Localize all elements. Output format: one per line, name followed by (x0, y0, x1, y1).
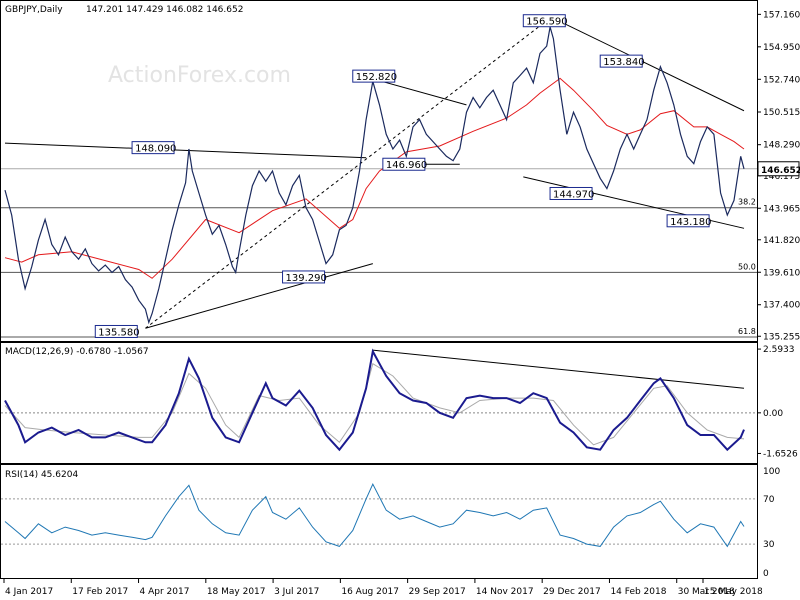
price-y-tick-label: 143.965 (763, 204, 800, 214)
trend-line (549, 16, 745, 112)
price-annotation-label: 156.590 (526, 17, 567, 28)
rsi-y-tick-label: 70 (763, 495, 775, 505)
macd-line (4, 348, 745, 452)
rsi-panel-frame (0, 464, 758, 579)
price-annotation-box (599, 54, 643, 68)
x-tick-label: 29 Dec 2017 (543, 587, 601, 597)
x-tick-label: 17 Feb 2017 (72, 587, 128, 597)
x-tick-label: 3 Jul 2017 (274, 587, 319, 597)
rsi-title: RSI(14) 45.6204 (5, 470, 78, 480)
price-y-tick-label: 135.255 (763, 332, 800, 342)
macd-y-tick-label: 0.00 (763, 409, 783, 419)
x-tick-label: 4 Apr 2017 (140, 587, 190, 597)
rsi-y-tick-label: 100 (763, 467, 780, 477)
macd-title: MACD(12,26,9) -0.6780 -1.0567 (5, 347, 149, 357)
x-tick-label: 29 Sep 2017 (409, 587, 466, 597)
fib-level-label: 61.8 (738, 327, 756, 336)
moving-average-line (4, 77, 745, 279)
price-y-tick-label: 154.950 (763, 43, 800, 53)
x-tick-label: 15 May 2018 (704, 587, 763, 597)
price-y-tick-label: 137.400 (763, 301, 800, 311)
x-axis: 4 Jan 2017 17 Feb 2017 4 Apr 2017 18 May 20… (3, 578, 763, 597)
price-annotation-box (382, 157, 426, 171)
rsi-layer: 100 70 30 0 (1, 467, 780, 579)
trend-line (145, 17, 551, 329)
price-annotation-label: 135.580 (98, 327, 139, 338)
trend-line (145, 263, 373, 329)
macd-signal-line (4, 362, 745, 446)
price-annotation-box (282, 270, 326, 284)
symbol-title: GBPJPY,Daily (5, 5, 63, 15)
price-annotation-box (131, 141, 175, 155)
last-price-tag (757, 161, 800, 177)
x-tick-label: 14 Feb 2018 (610, 587, 666, 597)
last-price-label: 146.652 (761, 166, 800, 176)
price-annotation-label: 148.090 (135, 144, 176, 155)
x-tick-label: 16 Aug 2017 (341, 587, 399, 597)
price-annotation-box (522, 14, 566, 28)
watermark-text: ActionForex.com (108, 63, 291, 88)
fib-level-label: 50.0 (738, 262, 756, 271)
macd-y-tick-label: 2.5933 (763, 345, 795, 355)
x-tick-label: 14 Nov 2017 (476, 587, 534, 597)
price-layer: 157.160 154.950 152.740 150.515 148.290 146.1… (1, 10, 800, 342)
macd-panel-frame (0, 342, 758, 464)
price-annotation-box (94, 324, 138, 338)
x-tick-label: 30 Mar 2018 (678, 587, 735, 597)
price-annotation-label: 153.840 (603, 57, 644, 68)
price-y-tick-label: 148.290 (763, 141, 800, 151)
x-tick-label: 18 May 2017 (207, 587, 266, 597)
price-annotation-box (666, 214, 710, 228)
trend-line (4, 142, 367, 159)
price-line (4, 26, 745, 325)
price-y-tick-label: 150.515 (763, 108, 800, 118)
price-annotation-label: 152.820 (356, 72, 397, 83)
rsi-line (4, 483, 745, 548)
price-y-tick-label: 146.175 (763, 172, 800, 182)
rsi-y-tick-label: 30 (763, 540, 775, 550)
fib-level-label: 38.2 (738, 198, 756, 207)
price-y-tick-label: 139.610 (763, 268, 800, 278)
price-y-tick-label: 152.740 (763, 75, 800, 85)
price-y-tick-label: 157.160 (763, 10, 800, 20)
macd-y-tick-label: -1.6526 (763, 449, 798, 459)
macd-layer: 2.5933 0.00 -1.6526 (1, 345, 798, 459)
price-y-tick-label: 141.820 (763, 236, 800, 246)
macd-trend-line (372, 349, 745, 389)
rsi-y-tick-label: 0 (763, 569, 769, 579)
price-annotation-label: 139.290 (286, 273, 327, 284)
price-annotation-label: 146.960 (386, 160, 427, 171)
x-tick-label: 4 Jan 2017 (5, 587, 53, 597)
price-annotation-box (549, 186, 593, 200)
price-annotation-label: 144.970 (553, 189, 594, 200)
price-annotation-label: 143.180 (670, 217, 711, 228)
price-annotation-box (352, 69, 396, 83)
ohlc-readout: 147.201 147.429 146.082 146.652 (86, 5, 243, 15)
